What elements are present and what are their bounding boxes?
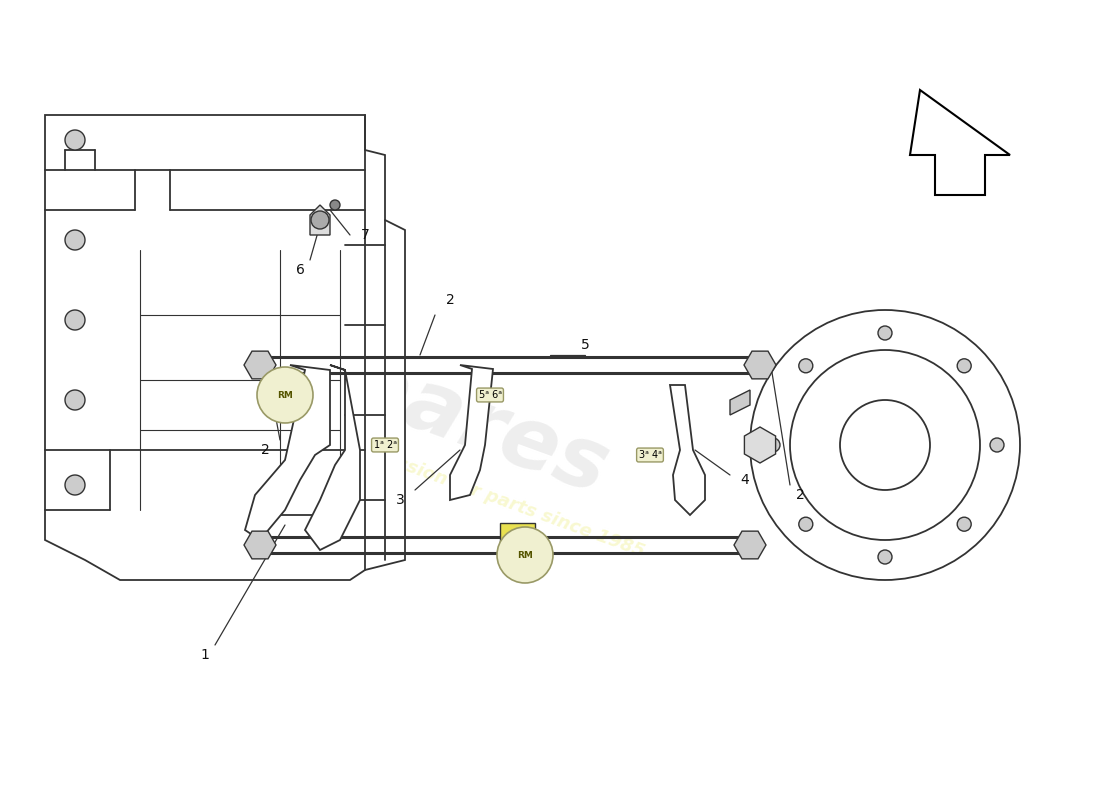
Text: 5ᵃ 6ᵃ: 5ᵃ 6ᵃ (478, 390, 502, 400)
Circle shape (311, 211, 329, 229)
Polygon shape (670, 385, 705, 515)
Text: 4: 4 (740, 473, 749, 487)
Text: 2: 2 (795, 488, 804, 502)
Polygon shape (310, 205, 330, 235)
Text: 1: 1 (200, 648, 209, 662)
Circle shape (65, 310, 85, 330)
Circle shape (878, 550, 892, 564)
Circle shape (257, 367, 314, 423)
Text: a passion for parts since 1985: a passion for parts since 1985 (353, 439, 647, 561)
Circle shape (65, 130, 85, 150)
Text: 5: 5 (581, 338, 590, 352)
Polygon shape (245, 365, 330, 540)
Text: eurospares: eurospares (80, 248, 620, 512)
Text: 3: 3 (396, 493, 405, 507)
Circle shape (799, 359, 813, 373)
Circle shape (990, 438, 1004, 452)
Polygon shape (244, 531, 276, 559)
Text: 6: 6 (296, 263, 305, 277)
Polygon shape (730, 390, 750, 415)
Polygon shape (305, 365, 360, 550)
Text: RM: RM (517, 550, 532, 559)
Polygon shape (745, 427, 776, 463)
Circle shape (766, 438, 780, 452)
Polygon shape (734, 531, 766, 559)
Circle shape (957, 359, 971, 373)
Polygon shape (450, 365, 493, 500)
Circle shape (878, 326, 892, 340)
Circle shape (497, 527, 553, 583)
Circle shape (330, 200, 340, 210)
Circle shape (65, 475, 85, 495)
Text: 2: 2 (261, 443, 270, 457)
Circle shape (65, 390, 85, 410)
Circle shape (957, 517, 971, 531)
Polygon shape (45, 115, 405, 580)
Polygon shape (744, 351, 775, 379)
Circle shape (799, 517, 813, 531)
Circle shape (750, 310, 1020, 580)
Polygon shape (910, 90, 1010, 195)
Text: 7: 7 (361, 228, 370, 242)
Polygon shape (500, 523, 535, 567)
Circle shape (65, 230, 85, 250)
Text: RM: RM (277, 390, 293, 399)
Text: 2: 2 (446, 293, 454, 307)
Text: 1ᵃ 2ᵃ: 1ᵃ 2ᵃ (374, 440, 396, 450)
Polygon shape (244, 351, 276, 379)
Text: 3ᵃ 4ᵃ: 3ᵃ 4ᵃ (639, 450, 661, 460)
